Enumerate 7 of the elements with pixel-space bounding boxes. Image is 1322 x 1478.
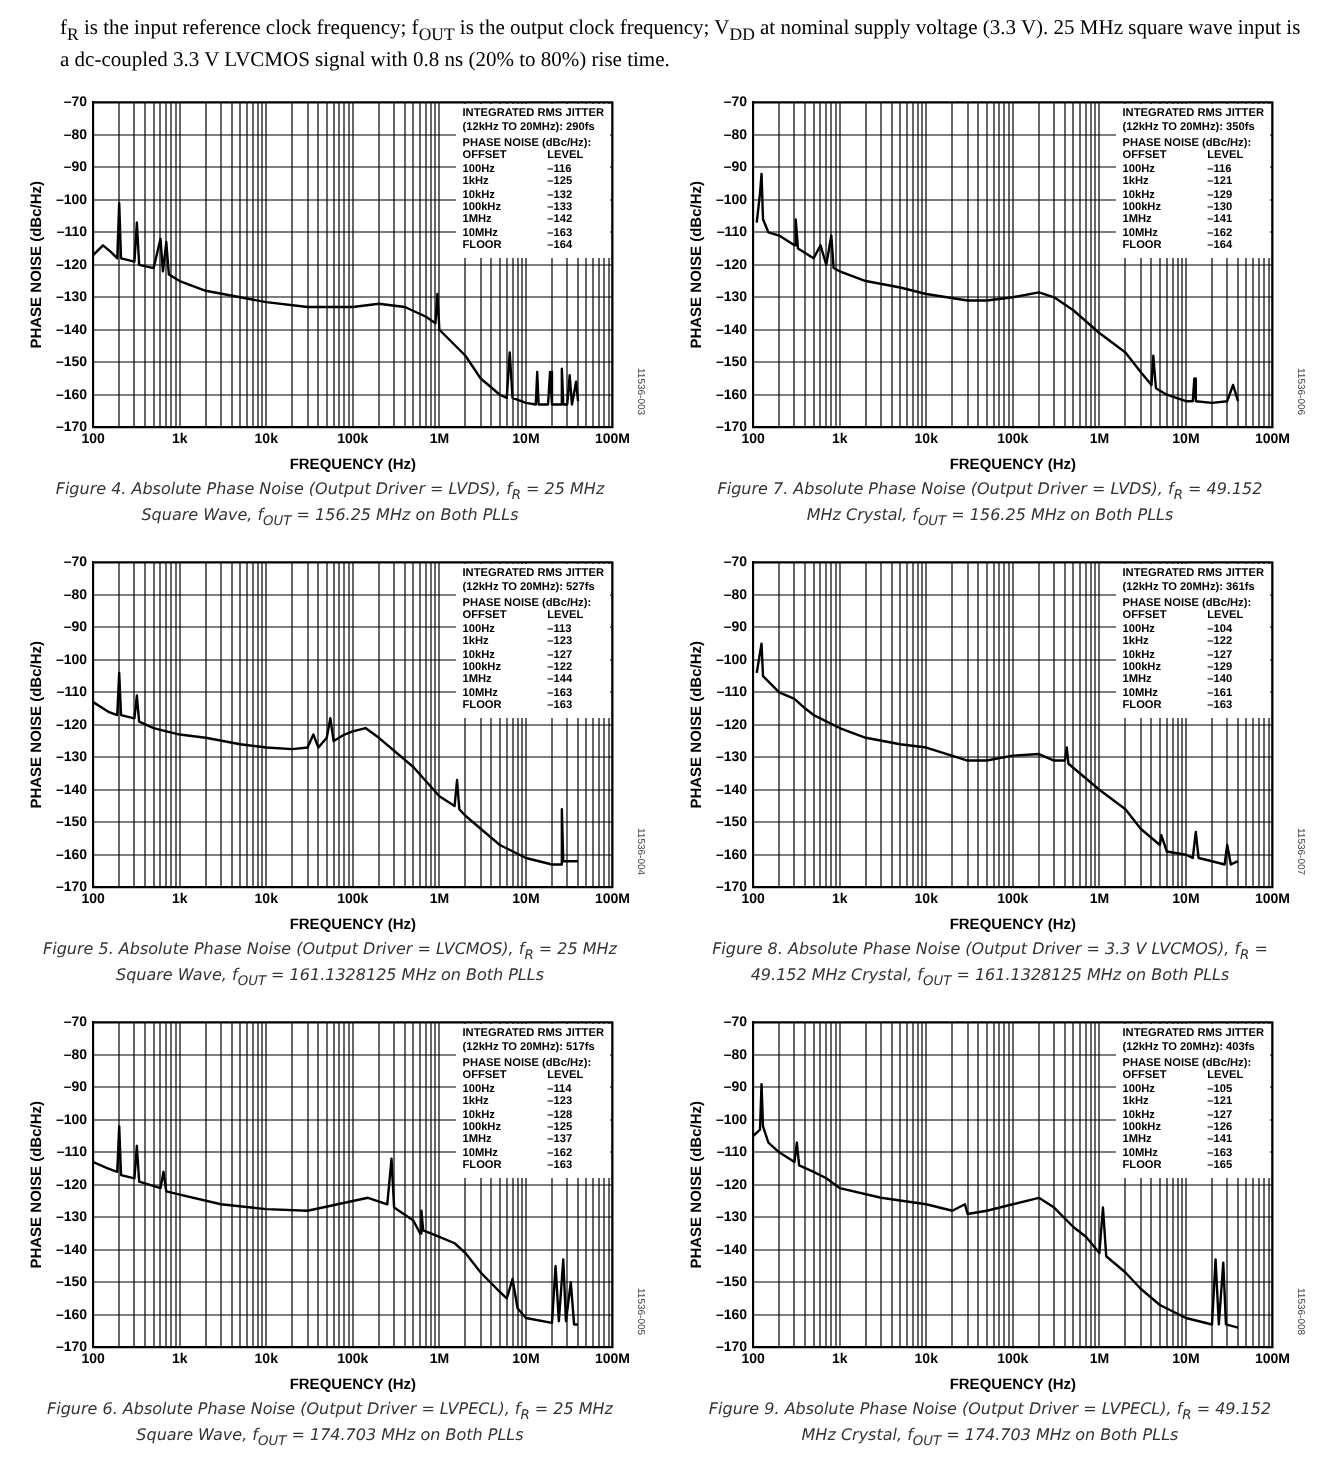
chart-title: Figure 9. Absolute Phase Noise (Output Driver = LVPECL), f$_{R}$ = 49.152 MHz Crystal, f$_{OUT}$ = 174.703 MHz on Both PLLs [708,1400,1272,1449]
chart-title: Figure 8. Absolute Phase Noise (Output Driver = 3.3 V LVCMOS), f$_{R}$ = 49.152 MHz Crystal, f$_{OUT}$ = 161.1328125 MHz on Both PLLs [712,940,1268,989]
chart-title: Figure 4. Absolute Phase Noise (Output Driver = LVDS), f$_{R}$ = 25 MHz Square Wave, f$_{OUT}$ = 156.25 MHz on Both PLLs [55,480,605,529]
chart-title: Figure 6. Absolute Phase Noise (Output Driver = LVPECL), f$_{R}$ = 25 MHz Square Wave, f$_{OUT}$ = 174.703 MHz on Both PLLs [47,1400,613,1449]
chart-title: Figure 7. Absolute Phase Noise (Output Driver = LVDS), f$_{R}$ = 49.152 MHz Crystal, f$_{OUT}$ = 156.25 MHz on Both PLLs [717,480,1263,529]
text: f$_{R}$ is the input reference clock frequency; f$_{OUT}$ is the output clock frequency; V$_{DD}$ at nominal supply voltage (3.3 V). 25 MHz square wave input is a dc-coupled 3.3 V LVCMOS signal with 0.8 ns (20% to 80%) rise time. [60,18,1301,73]
chart-title: Figure 5. Absolute Phase Noise (Output Driver = LVCMOS), f$_{R}$ = 25 MHz Square Wave, f$_{OUT}$ = 161.1328125 MHz on Both PLLs [43,940,617,989]
